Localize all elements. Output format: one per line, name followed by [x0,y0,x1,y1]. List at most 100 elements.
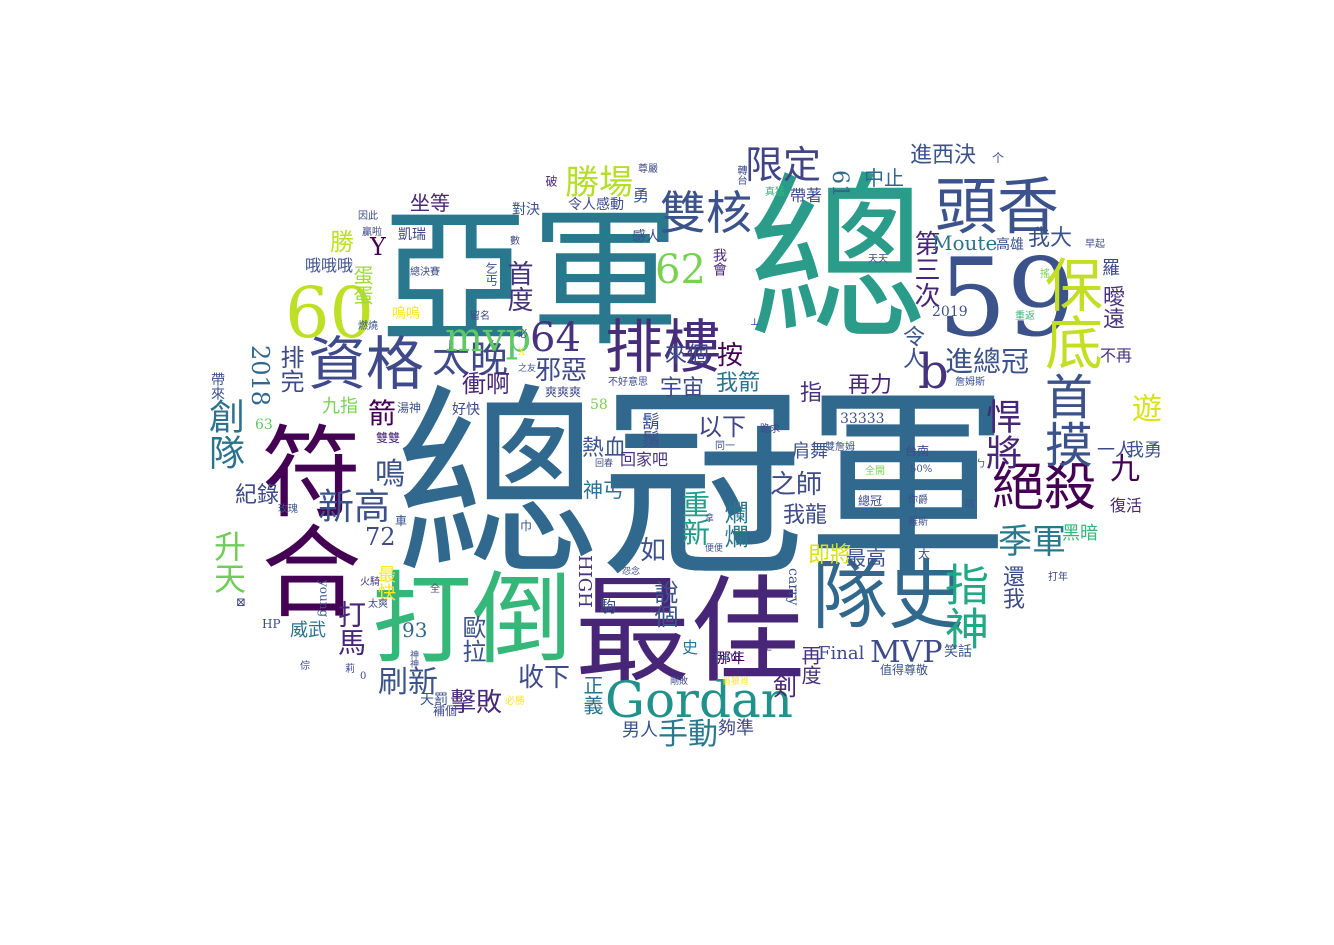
word: 總 [716,165,925,345]
word: 乞丐 [484,262,498,286]
word: 58 [590,397,608,413]
word: 第三次 [910,230,940,308]
word: 72 [365,523,396,551]
word: 手動 [658,717,718,752]
word: 便便 [705,544,724,554]
word: Y [370,233,386,261]
word: 61 [827,170,852,198]
word: 亞軍 [380,193,681,367]
word: 早起 [1085,239,1105,250]
word: 太晚 [432,337,509,381]
word: 限定 [745,143,822,187]
word: 神丐 [583,478,623,502]
word: 爛爛 [720,500,748,548]
word: 新高 [318,487,391,528]
word: 九 [1110,452,1140,487]
word: 即將 [808,543,853,568]
word: 打倒 [372,561,572,678]
word: 蛋蛋 [350,265,374,305]
word: carry [785,568,801,606]
word: 中止 [864,166,904,190]
word: Moute [932,231,998,255]
word: 九指 [322,396,358,417]
word: HIGH [574,555,595,608]
word: 箭 [368,397,397,430]
word: 笑話 [944,644,972,660]
word: 坑 [962,498,973,508]
word: 總冠 [858,494,883,508]
word: 宇宙 [660,376,705,401]
word: 正義 [580,675,604,715]
word: 留名 [470,311,490,322]
word: 季軍 [998,522,1066,562]
word: Gordan [605,671,793,729]
word: 雙詹姆 [825,442,855,453]
word: 排完 [276,345,304,393]
word: 最高 [846,546,886,570]
word: 我大 [1028,226,1073,251]
word: HP [262,617,281,631]
word: 感人 [632,229,660,245]
word: 巾 [520,519,533,533]
word: 凱瑞 [398,227,426,243]
word: 進西決 [910,143,977,168]
word: 威武 [290,620,326,641]
word: 補個 [433,704,458,718]
word: 2018 [246,345,274,407]
word: 首摸 [1036,372,1092,468]
word: 按 [717,341,744,371]
word: 雙雙 [376,431,401,445]
word: 史 [682,638,699,657]
word: 全開 [865,466,885,477]
word: 好快 [452,402,480,418]
word: 天罰 [420,692,448,708]
word: MVP [870,635,943,670]
word: 進總冠 [945,345,1030,378]
word: 最快 [375,565,396,601]
word: 玫瑰 [278,504,298,515]
word: 絕殺 [992,458,1097,518]
word: 主 [762,642,772,653]
word: 搖 [1040,269,1050,280]
word: 2019 [932,304,968,320]
word: 0 [360,671,367,682]
word: 駒 [597,598,616,614]
word: 必 [518,329,528,340]
word: 33333 [840,411,885,427]
word: 悍將 [980,398,1021,470]
word: 之師 [770,470,823,500]
word: 鳴 [375,457,405,492]
word: paul [715,649,742,663]
word: 轉台 [735,165,746,185]
word: 真猛 [765,187,785,198]
word: 爽爽爽 [545,385,582,399]
word: ⊠ [236,595,247,609]
word: 勝 [330,228,354,256]
word: 一人 [1097,440,1133,461]
word: 曖遠 [1099,285,1124,329]
word: 夠準 [718,718,754,739]
word: 全 [430,584,440,595]
word: 哦哦哦 [305,256,354,275]
word: 總決賽 [410,267,440,278]
word: 黑暗 [1062,523,1098,544]
word: 神神 [408,650,418,668]
word: 我會 [711,248,727,276]
word: mvp [445,315,532,361]
word: 車 [395,514,408,528]
word: 因此 [358,211,378,222]
word: 我勇 [1126,440,1162,461]
word: 之友 [518,364,537,374]
word: 不再 [1100,346,1133,365]
word: young [317,580,331,618]
word: 嗚嗚 [392,306,420,322]
word: 62 [655,247,706,293]
word: 如 [640,536,667,566]
word: 羅 [1102,258,1120,279]
word: 對決 [512,202,540,218]
word: 首度 [503,260,533,312]
word: 數 [510,236,520,247]
word: 令人感動 [568,197,624,213]
word: 64 [530,315,581,361]
word: 保底 [1035,255,1103,371]
